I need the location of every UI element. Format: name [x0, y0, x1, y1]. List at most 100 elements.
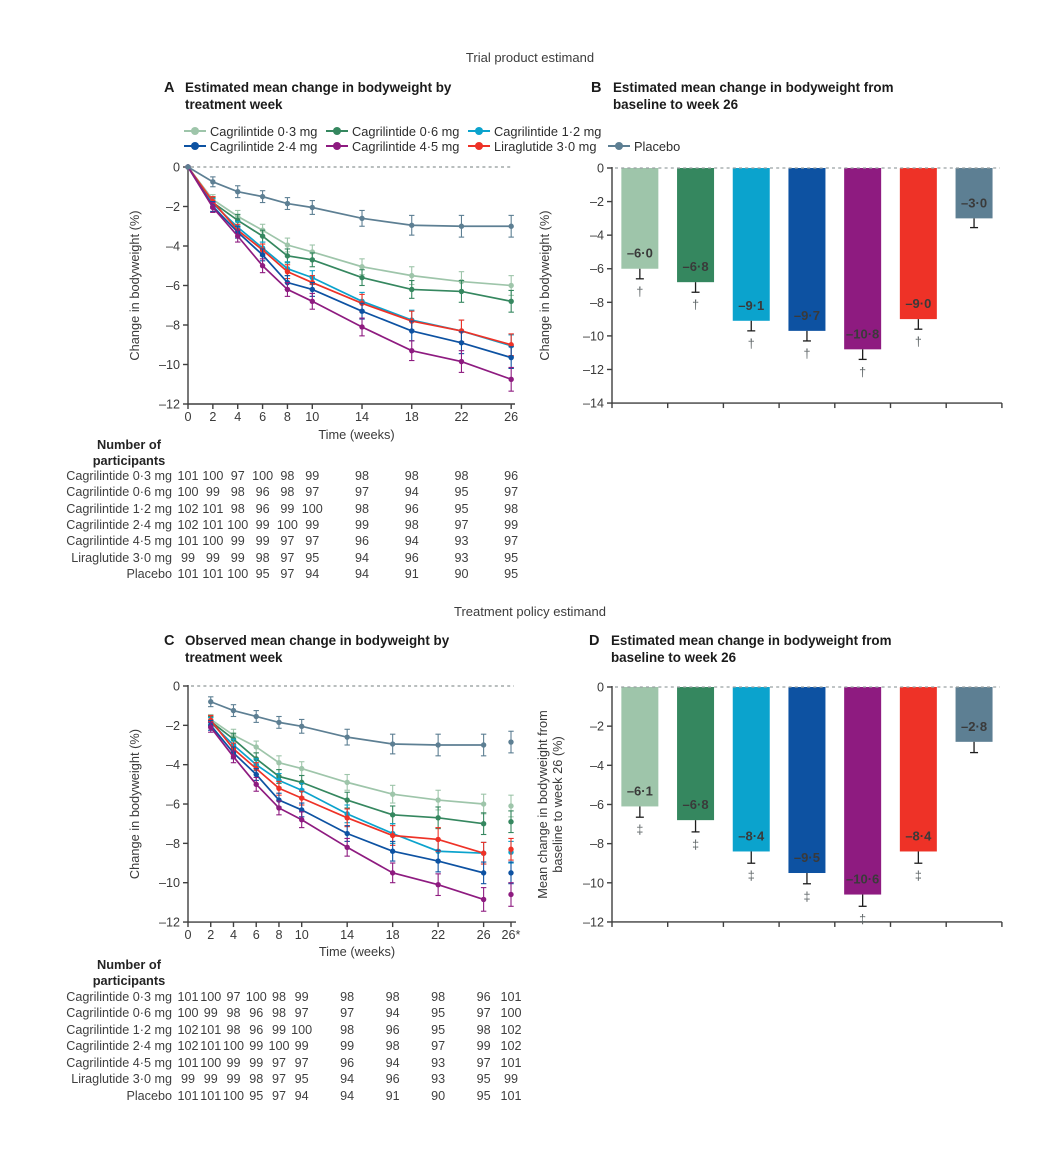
svg-text:26*: 26*	[502, 928, 521, 942]
svg-text:†: †	[636, 285, 643, 299]
participants-cell: 98	[340, 1022, 355, 1037]
legend-label: Placebo	[634, 139, 681, 154]
svg-text:–9·5: –9·5	[794, 850, 820, 865]
participants-cell: 96	[385, 1072, 400, 1087]
svg-text:10: 10	[295, 928, 309, 942]
participants-cell: 99	[340, 1039, 355, 1054]
participants-row-label: Cagrilintide 0·3 mg	[66, 469, 172, 483]
svg-text:†: †	[915, 335, 922, 349]
svg-text:‡: ‡	[803, 890, 810, 904]
legend-dot-marker-icon	[475, 126, 483, 135]
participants-cell: 98	[355, 501, 370, 516]
series-Cagrilintide 0·6 mg	[185, 164, 514, 313]
participants-cell: 95	[476, 1088, 491, 1103]
participants-cell: 98	[355, 469, 370, 483]
svg-text:0: 0	[597, 681, 604, 695]
svg-text:26: 26	[504, 410, 518, 424]
svg-text:†: †	[692, 298, 699, 312]
participants-cell: 98	[404, 469, 419, 483]
participants-cell: 95	[476, 1072, 491, 1087]
svg-text:8: 8	[275, 928, 282, 942]
svg-text:0: 0	[173, 161, 180, 175]
participants-cell: 98	[255, 550, 270, 565]
participants-cell: 98	[431, 990, 446, 1004]
bar-Placebo: –2·8	[955, 687, 993, 754]
participants-cell: 102	[177, 1022, 199, 1037]
participants-cell: 101	[177, 990, 199, 1004]
series-Cagrilintide 0·3 mg	[208, 713, 514, 818]
participants-cell: 99	[226, 1072, 241, 1087]
participants-cell: 94	[355, 566, 370, 581]
participants-cell: 100	[252, 469, 274, 483]
participants-cell: 99	[205, 550, 220, 565]
participants-cell: 98	[280, 469, 295, 483]
svg-text:‡: ‡	[859, 912, 866, 926]
participants-cell: 101	[202, 501, 224, 516]
svg-text:‡: ‡	[636, 823, 643, 837]
svg-text:–6: –6	[166, 279, 180, 293]
participants-cell: 100	[227, 517, 249, 532]
participants-cell: 94	[385, 1006, 400, 1021]
participants-cell: 101	[200, 1039, 222, 1054]
participants-cell: 90	[431, 1088, 446, 1103]
participants-cell: 98	[476, 1022, 491, 1037]
participants-cell: 100	[222, 1039, 244, 1054]
svg-text:6: 6	[253, 928, 260, 942]
participants-cell: 98	[385, 1039, 400, 1054]
participants-cell: 100	[276, 517, 298, 532]
participants-cell: 94	[305, 566, 320, 581]
participants-cell: 93	[431, 1055, 446, 1070]
bar-Cagrilintide 1·2 mg: –8·4 ‡	[732, 687, 770, 883]
participants-cell: 99	[271, 1022, 286, 1037]
participants-cell: 96	[404, 501, 419, 516]
svg-text:–2: –2	[590, 720, 604, 734]
panel-c-title: Observed mean change in bodyweight by tr…	[185, 633, 450, 665]
svg-text:8: 8	[284, 410, 291, 424]
svg-text:14: 14	[340, 928, 354, 942]
participants-cell: 97	[454, 517, 469, 532]
participants-row-label: Liraglutide 3·0 mg	[71, 1072, 172, 1087]
participants-cell: 96	[504, 469, 519, 483]
svg-text:–6·8: –6·8	[683, 797, 709, 812]
legend-label: Cagrilintide 4·5 mg	[352, 139, 460, 154]
svg-text:–3·0: –3·0	[961, 195, 987, 210]
participants-cell: 99	[249, 1055, 264, 1070]
svg-text:–6·8: –6·8	[683, 259, 709, 274]
bar-Liraglutide 3·0 mg: –8·4 ‡	[899, 687, 937, 883]
participants-cell: 101	[177, 534, 199, 549]
bar-Cagrilintide 2·4 mg: –9·5 ‡	[788, 687, 826, 904]
participants-cell: 99	[203, 1006, 218, 1021]
svg-text:22: 22	[431, 928, 445, 942]
bar-Placebo: –3·0	[955, 168, 993, 229]
participants-cell: 98	[340, 990, 355, 1004]
participants-cell: 97	[355, 485, 370, 500]
svg-text:‡: ‡	[692, 838, 699, 852]
svg-text:0: 0	[173, 680, 180, 694]
participants-cell: 95	[454, 501, 469, 516]
participants-cell: 101	[202, 517, 224, 532]
participants-row-label: Cagrilintide 4·5 mg	[66, 1055, 172, 1070]
participants-cell: 99	[280, 501, 295, 516]
svg-text:–8·4: –8·4	[905, 828, 932, 843]
participants-cell: 93	[431, 1072, 446, 1087]
participants-row-label: Cagrilintide 4·5 mg	[66, 534, 172, 549]
svg-text:–2: –2	[166, 719, 180, 733]
participants-cell: 94	[385, 1055, 400, 1070]
panel-c-letter: C	[164, 633, 175, 649]
bar-Cagrilintide 0·3 mg: –6·0 †	[621, 168, 659, 299]
panel-C-line-chart: 0 –2 –4 –6 –8 –10 –12 0 2 4 6 8 10 14 18 22 26 26* Time (w…	[127, 680, 521, 960]
participants-cell: 95	[249, 1088, 264, 1103]
participants-cell: 91	[404, 566, 419, 581]
panel-a-letter: A	[164, 80, 175, 96]
participants-cell: 99	[230, 550, 245, 565]
panel-B-bar-chart: 0–2–4–6–8–10–12–14–6·0†–6·8† –9·1†–9·7†–1…	[537, 162, 1003, 411]
svg-text:4: 4	[234, 410, 241, 424]
participants-header-a: Number of participants	[92, 437, 166, 468]
participants-cell: 100	[245, 990, 267, 1004]
participants-cell: 100	[222, 1088, 244, 1103]
participants-cell: 98	[504, 501, 519, 516]
bar-Liraglutide 3·0 mg: –9·0 †	[899, 168, 937, 349]
participants-cell: 101	[177, 566, 199, 581]
legend-label: Cagrilintide 0·6 mg	[352, 124, 460, 139]
bar-Cagrilintide 4·5 mg: –10·6 ‡	[844, 687, 882, 926]
